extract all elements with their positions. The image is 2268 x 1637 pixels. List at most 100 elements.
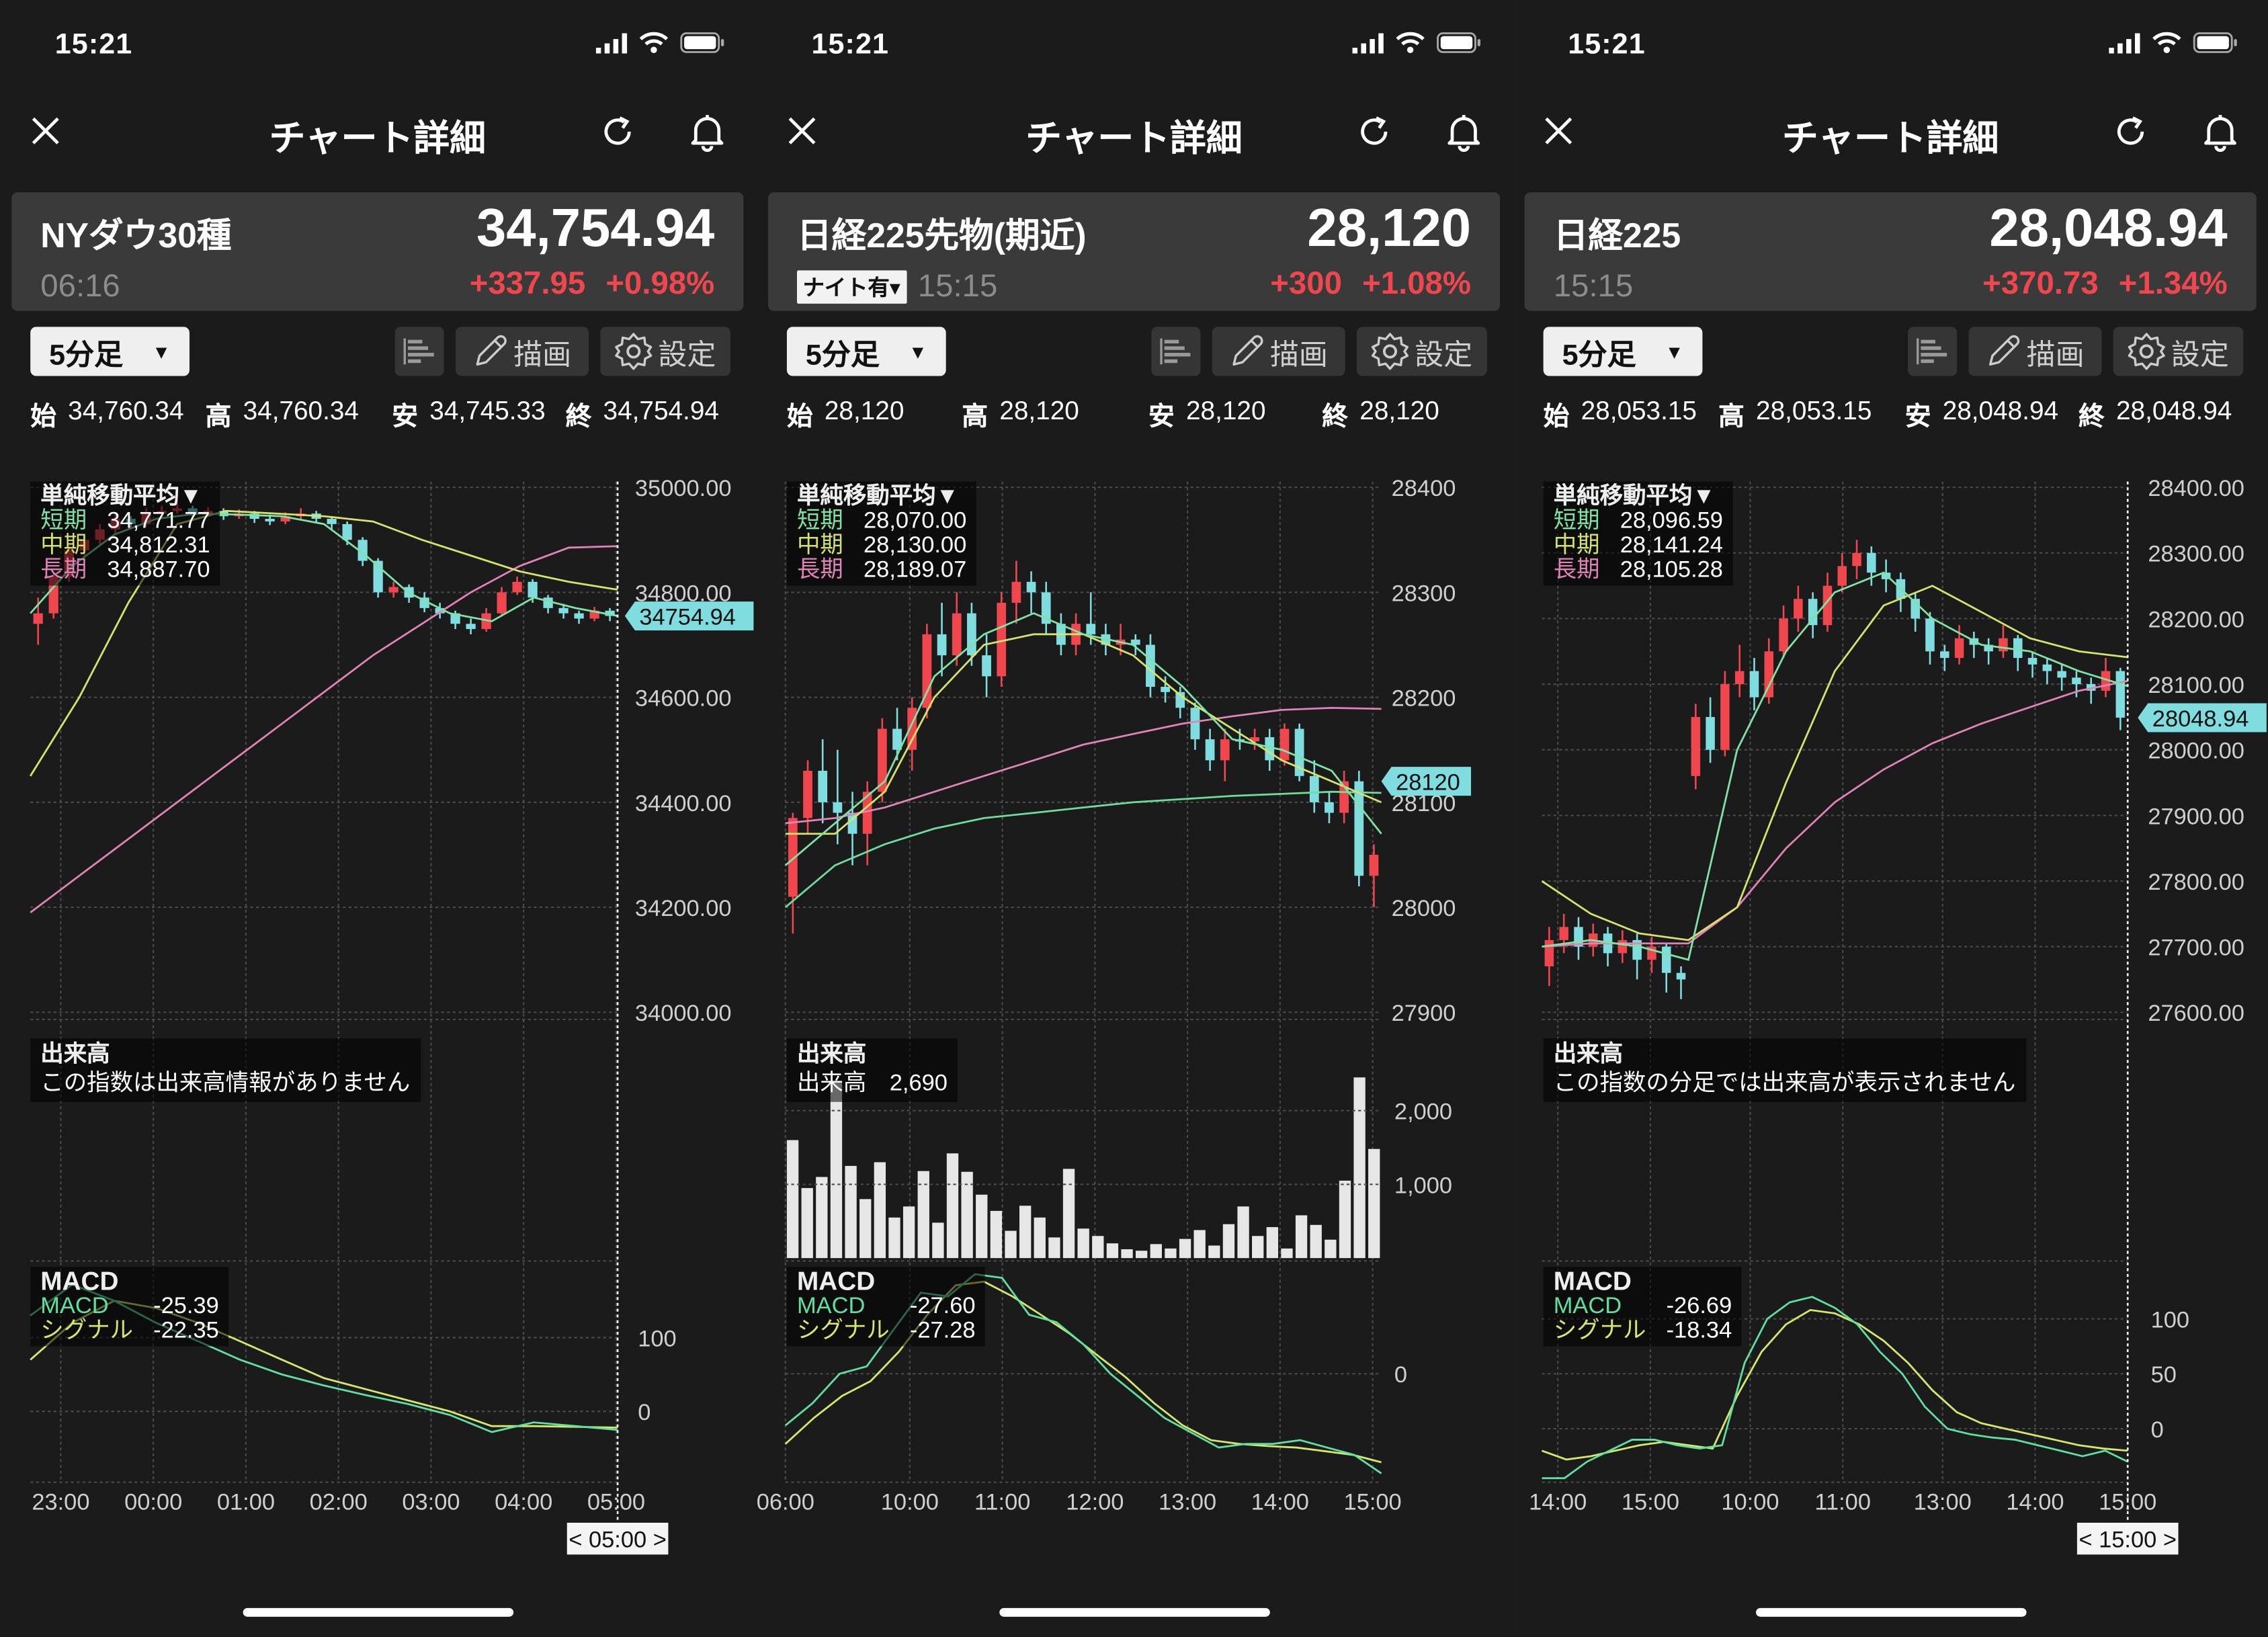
wifi-icon	[1396, 32, 1425, 53]
bell-icon[interactable]	[690, 113, 725, 152]
price-change: +370.73 +1.34%	[1982, 265, 2228, 302]
ma-short-label: 短期	[796, 509, 843, 534]
night-session-dropdown[interactable]: ナイト有▾	[796, 269, 907, 303]
ohlc-low: 安 34,745.33	[392, 396, 545, 434]
volume-legend-text: この指数は出来高情報がありません	[40, 1071, 411, 1097]
volume-bar	[1136, 1251, 1148, 1259]
low-label: 安	[392, 402, 419, 431]
candle-body	[1294, 728, 1304, 776]
quote-subrow: 06:16	[40, 267, 120, 305]
close-icon[interactable]	[788, 117, 816, 144]
pencil-icon	[1989, 335, 2020, 366]
home-indicator[interactable]	[243, 1607, 514, 1617]
close-icon[interactable]	[1545, 117, 1572, 144]
macd-legend-title: MACD	[796, 1267, 876, 1296]
close-icon[interactable]	[32, 117, 59, 144]
candlestick	[497, 587, 507, 616]
volume-bar	[1062, 1169, 1075, 1259]
bell-icon[interactable]	[2203, 113, 2238, 152]
settings-button[interactable]: 設定	[2113, 327, 2244, 376]
volume-bar	[990, 1210, 1003, 1259]
price-chart[interactable]: 35000.0034800.0034600.0034400.0034200.00…	[0, 0, 755, 1637]
price-chart[interactable]: 28400.00 28300.00 28200.00 28100.00 28000.00…	[1513, 0, 2268, 1637]
candle-body	[1676, 972, 1686, 980]
time-axis-label: 13:00	[1914, 1490, 1972, 1515]
volume-bar	[1106, 1243, 1119, 1259]
candlestick	[512, 576, 522, 595]
pencil-icon	[476, 335, 507, 366]
time-axis-label: 01:00	[217, 1490, 275, 1515]
time-axis-label: 04:00	[495, 1490, 552, 1515]
indicator-list-button[interactable]	[394, 327, 444, 376]
indicator-list-button[interactable]	[1151, 327, 1201, 376]
status-time: 15:21	[54, 29, 133, 61]
draw-button[interactable]: 描画	[1968, 327, 2102, 376]
candle-body	[1205, 739, 1215, 761]
ohlc-low: 安 28,048.94	[1905, 396, 2058, 434]
home-indicator[interactable]	[1756, 1607, 2027, 1617]
interval-label: 5分足	[805, 339, 880, 371]
open-value: 28,053.15	[1581, 396, 1697, 425]
candlestick	[1559, 913, 1568, 954]
refresh-icon[interactable]	[600, 114, 635, 149]
home-indicator[interactable]	[999, 1607, 1270, 1617]
change-value: +370.73	[1982, 264, 2099, 301]
ohlc-close: 終 28,120	[1322, 396, 1439, 434]
candle-body	[1999, 638, 2008, 652]
candlestick	[1647, 937, 1656, 973]
crosshair-time-box[interactable]	[566, 1522, 669, 1555]
ma-legend[interactable]: 単純移動平均▼ 短期 34,771.77 中期 34,812.31 長期 34,887…	[30, 481, 220, 586]
settings-button[interactable]: 設定	[600, 327, 730, 376]
indicator-list-button[interactable]	[1908, 327, 1958, 376]
candle-body	[1661, 946, 1671, 973]
signal-icon	[1352, 32, 1384, 53]
interval-dropdown[interactable]: 5分足 ▼	[1543, 327, 1703, 376]
settings-button[interactable]: 設定	[1356, 327, 1487, 376]
price-axis-label: 34200.00	[635, 896, 732, 921]
ma-short-value: 28,070.00	[864, 509, 967, 534]
candle-body	[2042, 664, 2052, 671]
interval-dropdown[interactable]: 5分足 ▼	[786, 327, 946, 376]
crosshair-time-label: < 05:00 >	[569, 1527, 667, 1553]
draw-button[interactable]: 描画	[456, 327, 589, 376]
candle-body	[1867, 552, 1876, 573]
price-chart[interactable]: 2840028300282002810028000279002,0001,000…	[757, 0, 1512, 1637]
page-title: チャート詳細	[1025, 118, 1243, 159]
bell-icon[interactable]	[1446, 113, 1481, 152]
settings-label: 設定	[1415, 339, 1473, 371]
time-axis-label: 13:00	[1159, 1490, 1216, 1515]
refresh-icon[interactable]	[1357, 114, 1392, 149]
interval-dropdown[interactable]: 5分足 ▼	[30, 327, 190, 376]
volume-bar	[961, 1171, 973, 1259]
candlestick	[1294, 723, 1304, 782]
candlestick	[1011, 560, 1021, 624]
crosshair-time-box[interactable]	[2076, 1522, 2179, 1555]
refresh-icon[interactable]	[2113, 114, 2148, 149]
status-icons	[2109, 32, 2239, 53]
chart-panel: 15:21 チャート詳細 日経225 28,048.94 15:15 +370.…	[1513, 0, 2268, 1637]
candlestick	[952, 592, 962, 666]
low-value: 28,048.94	[1942, 396, 2059, 425]
candle-body	[1369, 854, 1379, 876]
status-time: 15:21	[811, 29, 889, 61]
candle-body	[481, 613, 491, 630]
candlestick	[1354, 771, 1364, 886]
candle-body	[2072, 677, 2081, 685]
close-label: 終	[565, 402, 592, 431]
volume-bar	[786, 1140, 799, 1259]
candlestick	[388, 581, 398, 598]
ma-legend-title: 単純移動平均▼	[796, 484, 959, 509]
macd-axis-label: 50	[2151, 1362, 2177, 1388]
candlestick	[543, 595, 553, 614]
volume-legend: 出来高 出来高 2,690	[786, 1038, 958, 1102]
current-price-tag	[2138, 703, 2267, 732]
low-value: 34,745.33	[429, 396, 546, 425]
draw-button[interactable]: 描画	[1212, 327, 1345, 376]
candlestick	[1544, 927, 1554, 987]
candlestick	[1618, 930, 1628, 964]
ma-legend[interactable]: 単純移動平均▼ 短期 28,096.59 中期 28,141.24 長期 28,105…	[1543, 481, 1734, 586]
candlestick	[1603, 927, 1613, 966]
ma-mid-label: 中期	[1553, 534, 1600, 558]
ma-legend[interactable]: 単純移動平均▼ 短期 28,070.00 中期 28,130.00 長期 28,189…	[786, 481, 977, 586]
macd-axis-label: 0	[638, 1400, 650, 1425]
